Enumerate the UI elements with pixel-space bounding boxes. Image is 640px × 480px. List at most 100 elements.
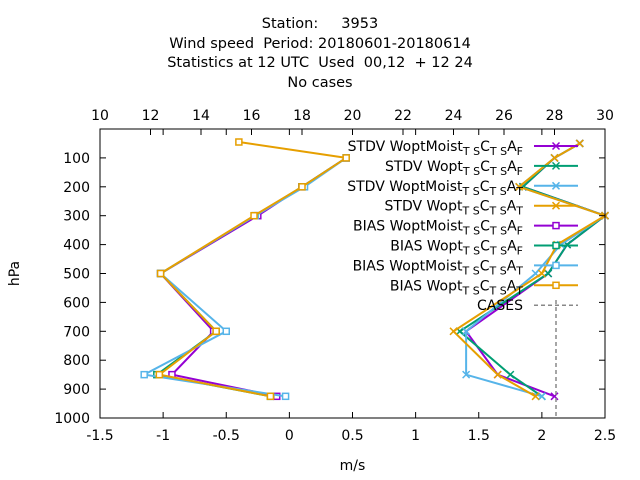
legend-name: BIAS WoptMoist — [353, 258, 463, 274]
series-point-stroke — [544, 269, 553, 278]
legend-sub: T S — [488, 284, 506, 297]
legend-sub: F — [517, 245, 523, 258]
legend-sub: T S — [488, 205, 506, 218]
legend-entry: STDV WoptMoistT SCT SAF — [348, 139, 578, 158]
legend-sample-marker — [552, 241, 560, 250]
series-point-stroke — [455, 327, 464, 336]
legend-sub: T — [515, 264, 523, 277]
legend-sample-marker — [552, 221, 560, 230]
axes-group: -1.5 -1 -0.5 0 0.5 1 1.5 2 2.5 10 12 14 16 18 20 22 24 26… — [7, 108, 616, 474]
x-bottom-tick-label: -1 — [156, 428, 170, 444]
legend-sub: T S — [489, 225, 507, 238]
legend-mid: C — [480, 219, 490, 235]
x-bottom-tick-label: 0 — [285, 428, 294, 444]
series-point — [235, 138, 243, 146]
legend-name: BIAS Wopt — [390, 239, 463, 255]
x-top-tick-label: 24 — [445, 108, 463, 124]
chart-title-station: Station: 3953 — [261, 16, 379, 32]
legend-sub: F — [517, 145, 523, 158]
legend-mid: A — [507, 199, 517, 215]
legend-sample-marker-stroke — [551, 181, 561, 190]
legend-entry: STDV WoptT SCT SAF — [385, 159, 578, 178]
series-point-stroke — [550, 392, 559, 401]
series-point-stroke — [531, 392, 540, 401]
legend-name: STDV Wopt — [385, 199, 463, 215]
legend-sub: T S — [488, 264, 506, 277]
legend-mid: A — [507, 278, 517, 294]
y-tick-label: 200 — [63, 180, 90, 196]
y-tick-label: 400 — [63, 238, 90, 254]
x-bottom-tick-label: 1.5 — [468, 428, 490, 444]
series-point-stroke — [493, 370, 502, 379]
series-point — [212, 327, 220, 336]
y-tick-label: 300 — [63, 209, 90, 225]
x-bottom-tick-label: 2.5 — [594, 428, 616, 444]
legend-entry: CASES — [477, 298, 578, 314]
x-bottom-tick-label: 1 — [411, 428, 420, 444]
legend-sub: T — [515, 205, 523, 218]
series-point — [250, 211, 258, 220]
legend-sample-marker-stroke — [551, 161, 561, 170]
legend-sample-marker — [552, 281, 560, 290]
legend-label: STDV WoptMoistT SCT SAT — [347, 179, 523, 198]
legend-entry: BIAS WoptMoistT SCT SAT — [353, 258, 578, 277]
legend-label: BIAS WoptMoistT SCT SAF — [353, 219, 523, 238]
legend-sub: T S — [462, 165, 480, 178]
legend-mid: A — [507, 239, 517, 255]
legend-mid: C — [480, 179, 490, 195]
legend-name: BIAS Wopt — [390, 278, 463, 294]
x-top-tick-label: 16 — [243, 108, 261, 124]
series-point-stroke — [462, 327, 471, 336]
series-4 — [156, 154, 350, 401]
series-point — [281, 392, 290, 401]
x-bottom-tick-label: 2 — [537, 428, 546, 444]
series-point — [298, 183, 306, 191]
legend-mid: A — [507, 179, 517, 195]
series-point — [155, 370, 164, 379]
legend-label: CASES — [477, 298, 523, 314]
x-top-tick-label: 22 — [394, 108, 412, 124]
y-tick-label: 700 — [63, 324, 90, 340]
legend-sample-marker-stroke — [551, 201, 561, 210]
series-point-stroke — [462, 370, 471, 379]
legend-entry: STDV WoptT SCT SAT — [385, 199, 578, 218]
series-line — [156, 141, 349, 398]
series-point-stroke — [515, 182, 524, 191]
series-point — [266, 392, 275, 401]
x-top-tick-label: 30 — [596, 108, 614, 124]
series-point-stroke — [449, 327, 458, 336]
y-tick-label: 900 — [63, 382, 90, 398]
legend-sub: T S — [462, 264, 480, 277]
y-tick-label: 500 — [63, 267, 90, 283]
x-bottom-tick-label: 0.5 — [341, 428, 363, 444]
x-top-tick-label: 18 — [293, 108, 311, 124]
y-tick-label: 600 — [63, 295, 90, 311]
legend-sub: T — [515, 185, 523, 198]
series-point — [140, 370, 148, 379]
legend-mid: A — [507, 219, 517, 235]
legend-sub: T S — [462, 284, 480, 297]
series-7 — [155, 138, 350, 401]
legend-name: STDV WoptMoist — [348, 139, 464, 155]
series-point-stroke — [506, 370, 515, 379]
legend-sub: T S — [489, 145, 507, 158]
legend-sub: T — [515, 284, 523, 297]
y-tick-label: 100 — [63, 151, 90, 167]
legend-mid: A — [507, 258, 517, 274]
legend-label: STDV WoptMoistT SCT SAF — [348, 139, 523, 158]
y-axis-label: hPa — [7, 261, 23, 286]
legend-sub: T S — [462, 185, 480, 198]
legend-mid: C — [480, 278, 490, 294]
legend-sub: F — [517, 225, 523, 238]
legend-mid: C — [480, 199, 490, 215]
legend-mid: C — [480, 159, 490, 175]
legend-sub: T S — [462, 225, 480, 238]
x-top-tick-label: 28 — [546, 108, 564, 124]
legend-sub: T S — [462, 245, 480, 258]
chart-title-period: Wind speed Period: 20180601-20180614 — [169, 36, 471, 52]
series-point-stroke — [550, 153, 559, 162]
x-bottom-tick-label: -0.5 — [213, 428, 240, 444]
